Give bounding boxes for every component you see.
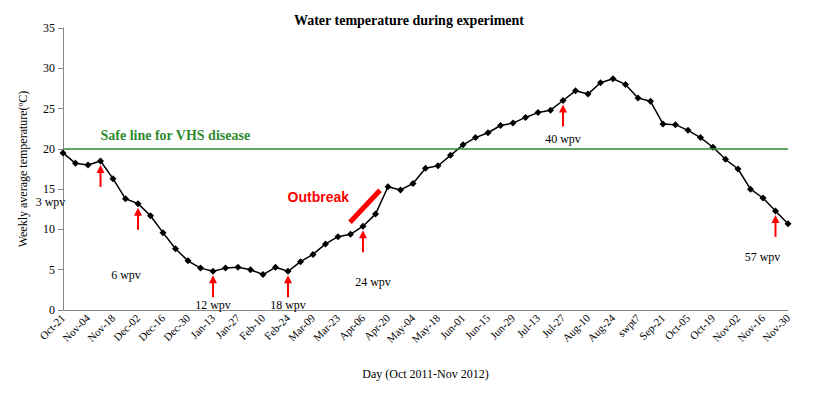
svg-text:Oct-19: Oct-19 — [687, 311, 718, 342]
svg-text:Apr-06: Apr-06 — [336, 311, 367, 342]
svg-text:Jan-13: Jan-13 — [188, 311, 218, 341]
svg-text:Dec-02: Dec-02 — [111, 312, 142, 343]
svg-text:swpt7: swpt7 — [615, 311, 643, 339]
svg-text:Safe line for VHS disease: Safe line for VHS disease — [101, 128, 251, 143]
svg-text:Nov-16: Nov-16 — [735, 311, 768, 344]
svg-text:0: 0 — [49, 303, 55, 317]
svg-text:20: 20 — [43, 142, 55, 156]
svg-text:24 wpv: 24 wpv — [355, 275, 391, 289]
svg-text:Outbreak: Outbreak — [288, 189, 350, 205]
svg-text:May-04: May-04 — [384, 311, 418, 345]
svg-text:Weekly average temperature(ºC): Weekly average temperature(ºC) — [16, 91, 30, 248]
svg-text:Jan-27: Jan-27 — [213, 311, 243, 341]
svg-text:12 wpv: 12 wpv — [195, 298, 231, 312]
svg-text:Apr-20: Apr-20 — [361, 311, 393, 343]
svg-text:Jun-29: Jun-29 — [488, 311, 518, 341]
svg-text:5: 5 — [49, 263, 55, 277]
svg-text:May-18: May-18 — [409, 311, 442, 344]
svg-text:Aug-24: Aug-24 — [585, 311, 618, 344]
svg-text:Day (Oct 2011-Nov 2012): Day (Oct 2011-Nov 2012) — [362, 367, 489, 381]
svg-text:Jul-13: Jul-13 — [514, 311, 542, 339]
svg-text:57 wpv: 57 wpv — [745, 250, 781, 264]
svg-text:Feb-24: Feb-24 — [261, 311, 293, 343]
svg-text:30: 30 — [43, 61, 55, 75]
svg-text:6 wpv: 6 wpv — [111, 268, 141, 282]
svg-text:Nov-30: Nov-30 — [760, 311, 793, 344]
svg-text:40 wpv: 40 wpv — [545, 132, 581, 146]
svg-text:Jul-27: Jul-27 — [539, 311, 568, 340]
svg-text:Dec-16: Dec-16 — [136, 311, 168, 343]
svg-text:35: 35 — [43, 21, 55, 35]
svg-text:15: 15 — [43, 182, 55, 197]
svg-text:Sep-21: Sep-21 — [637, 312, 667, 342]
svg-text:Jun-01: Jun-01 — [438, 312, 468, 342]
svg-text:Nov-18: Nov-18 — [85, 311, 118, 344]
svg-text:Mar-09: Mar-09 — [286, 311, 318, 343]
svg-text:Jun-15: Jun-15 — [463, 311, 493, 341]
svg-text:Water temperature during exper: Water temperature during experiment — [294, 13, 524, 28]
svg-text:18 wpv: 18 wpv — [270, 298, 306, 312]
svg-text:10: 10 — [43, 222, 55, 236]
svg-text:Mar-23: Mar-23 — [311, 311, 343, 343]
svg-text:Dec-30: Dec-30 — [161, 311, 193, 343]
svg-text:Nov-04: Nov-04 — [60, 311, 93, 344]
svg-text:3 wpv: 3 wpv — [36, 195, 66, 209]
svg-text:Aug-10: Aug-10 — [560, 311, 593, 344]
svg-text:Feb-10: Feb-10 — [237, 311, 268, 342]
svg-text:Oct-21: Oct-21 — [37, 311, 68, 342]
svg-text:25: 25 — [43, 102, 55, 116]
svg-text:Nov-02: Nov-02 — [710, 311, 743, 344]
svg-text:Oct-05: Oct-05 — [662, 311, 692, 341]
